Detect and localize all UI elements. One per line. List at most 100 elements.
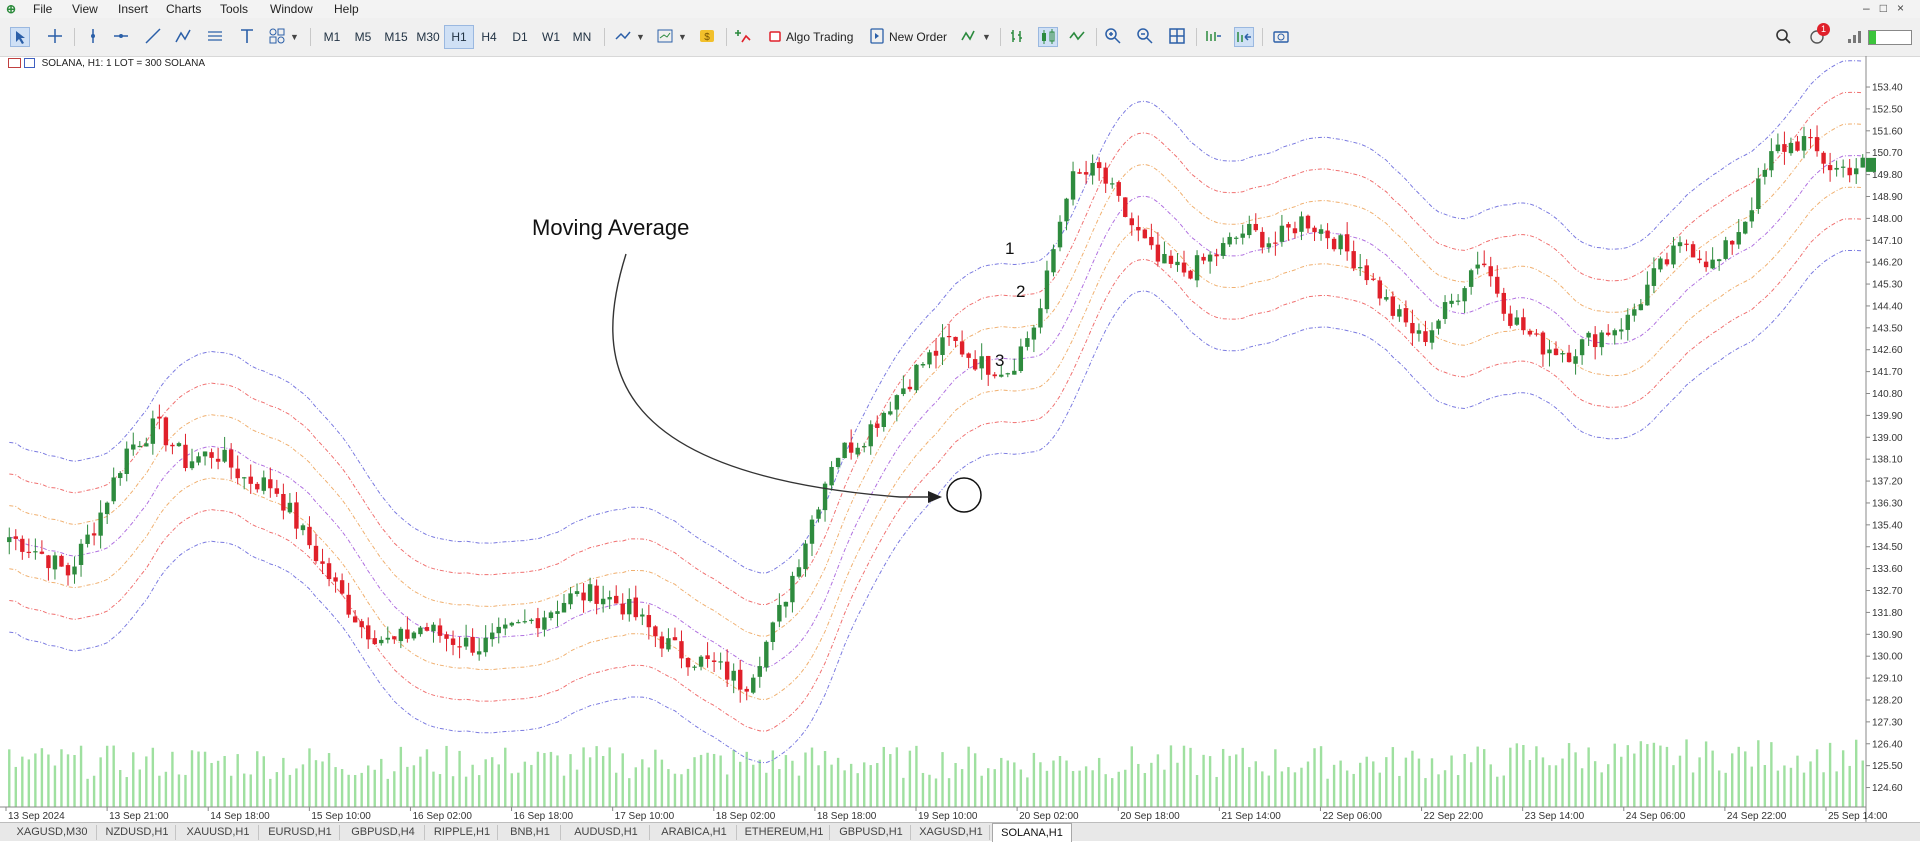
candle-body — [1632, 309, 1637, 316]
price-chart[interactable]: 153.40 152.50 151.60 150.70 149.80 148.90 148.… — [0, 56, 1920, 822]
signals-icon[interactable] — [960, 27, 978, 45]
volume-bar — [301, 764, 305, 807]
shapes-dropdown-icon[interactable]: ▼ — [290, 32, 299, 42]
candle-body — [1814, 137, 1820, 152]
candle-body — [1273, 242, 1278, 244]
candle-body — [1730, 240, 1735, 245]
tab-gbpusd-h1[interactable]: GBPUSD,H1 — [832, 825, 911, 840]
tab-xagusd-m30[interactable]: XAGUSD,M30 — [8, 825, 97, 840]
candlestick-chart-icon[interactable] — [1038, 27, 1058, 47]
trend-line-icon[interactable] — [144, 27, 162, 45]
add-indicator-icon[interactable] — [734, 27, 752, 45]
cursor-icon[interactable] — [10, 27, 30, 47]
crosshair-icon[interactable] — [46, 27, 64, 45]
chart-type-icon[interactable] — [614, 27, 632, 45]
volume-bar — [92, 775, 96, 807]
shapes-icon[interactable] — [268, 27, 286, 45]
horizontal-line-icon[interactable] — [112, 27, 130, 45]
menu-charts[interactable]: Charts — [166, 2, 202, 16]
menu-help[interactable]: Help — [334, 2, 359, 16]
timeframe-h4[interactable]: H4 — [481, 30, 497, 44]
tab-ripple-h1[interactable]: RIPPLE,H1 — [427, 825, 498, 840]
dollar-icon[interactable]: $ — [698, 27, 716, 45]
tab-audusd-h1[interactable]: AUDUSD,H1 — [563, 825, 650, 840]
channel-icon[interactable] — [206, 27, 224, 45]
candle-body — [405, 629, 410, 639]
volume-bar — [1404, 757, 1408, 807]
annotation-number-1: 1 — [1005, 239, 1015, 258]
auto-scroll-icon[interactable] — [1234, 27, 1254, 47]
new-order-button[interactable]: New Order — [889, 30, 948, 44]
candle-body — [352, 616, 358, 623]
tab-arabica-h1[interactable]: ARABICA,H1 — [652, 825, 737, 840]
volume-bar — [1802, 772, 1806, 807]
timeframe-m1[interactable]: M1 — [323, 30, 341, 44]
time-axis: 13 Sep 2024 13 Sep 21:00 14 Sep 18:00 15 Se… — [0, 806, 1888, 822]
timeframe-h1[interactable]: H1 — [444, 25, 474, 49]
zoom-in-icon[interactable] — [1104, 27, 1122, 45]
volume-bar — [823, 751, 827, 807]
chart-type-dropdown-icon[interactable]: ▼ — [636, 32, 645, 42]
candle-body — [992, 374, 997, 377]
menu-view[interactable]: View — [72, 2, 98, 16]
timeframe-m5[interactable]: M5 — [354, 30, 372, 44]
tab-nzdusd-h1[interactable]: NZDUSD,H1 — [99, 825, 176, 840]
bar-chart-icon[interactable] — [1008, 27, 1026, 45]
search-icon[interactable] — [1774, 27, 1792, 45]
candle-body — [640, 614, 645, 617]
tab-xauusd-h1[interactable]: XAUUSD,H1 — [178, 825, 259, 840]
polyline-icon[interactable] — [174, 27, 192, 45]
candle-body — [59, 555, 64, 567]
menu-tools[interactable]: Tools — [220, 2, 249, 16]
minimize-button[interactable]: – — [1863, 1, 1880, 15]
tab-xagusd-h1[interactable]: XAGUSD,H1 — [913, 825, 990, 840]
volume-bar — [1607, 764, 1610, 807]
timeframe-mn[interactable]: MN — [572, 30, 592, 44]
template-dropdown-icon[interactable]: ▼ — [678, 32, 687, 42]
algo-trading-icon[interactable] — [766, 27, 784, 45]
tab-eurusd-h1[interactable]: EURUSD,H1 — [261, 825, 340, 840]
menu-file[interactable]: File — [33, 2, 53, 16]
candle-body — [1547, 349, 1552, 354]
candle-body — [379, 639, 384, 644]
candle-body — [1860, 157, 1865, 168]
restore-button[interactable]: □ — [1879, 1, 1897, 15]
zoom-out-icon[interactable] — [1136, 27, 1154, 45]
timeframe-m30[interactable]: M30 — [416, 30, 440, 44]
candle-body — [189, 461, 195, 469]
candle-body — [1527, 330, 1533, 335]
menu-insert[interactable]: Insert — [118, 2, 149, 16]
template-icon[interactable] — [656, 27, 674, 45]
candle-body — [261, 477, 266, 491]
tab-bnb-h1[interactable]: BNB,H1 — [500, 825, 561, 840]
vertical-line-icon[interactable] — [84, 27, 102, 45]
tab-ethereum-h1[interactable]: ETHEREUM,H1 — [739, 825, 830, 840]
line-chart-icon[interactable] — [1068, 27, 1086, 45]
volume-bar — [203, 751, 207, 807]
screenshot-icon[interactable] — [1272, 27, 1290, 45]
text-tool-icon[interactable] — [238, 27, 256, 45]
close-button[interactable]: × — [1896, 1, 1914, 15]
candle-body — [150, 418, 156, 444]
new-order-icon[interactable] — [868, 27, 886, 45]
tab-solana-h1[interactable]: SOLANA,H1 — [992, 823, 1072, 842]
volume-bar — [373, 769, 376, 807]
algo-trading-button[interactable]: Algo Trading — [786, 30, 854, 44]
tab-gbpusd-h4[interactable]: GBPUSD,H4 — [342, 825, 425, 840]
candle-body — [1312, 227, 1317, 233]
signals-dropdown-icon[interactable]: ▼ — [982, 32, 991, 42]
tile-windows-icon[interactable] — [1168, 27, 1186, 45]
price-tick-label: 145.30 — [1872, 280, 1903, 291]
volume-bar — [1385, 757, 1388, 807]
chart-shift-icon[interactable] — [1204, 27, 1222, 45]
menu-window[interactable]: Window — [270, 2, 313, 16]
timeframe-d1[interactable]: D1 — [512, 30, 528, 44]
price-tick-label: 127.30 — [1872, 717, 1903, 728]
timeframe-m15[interactable]: M15 — [384, 30, 408, 44]
candle-body — [1096, 162, 1102, 169]
candle-body — [1586, 332, 1591, 338]
price-tick-label: 134.50 — [1872, 542, 1903, 553]
volume-bar — [1783, 765, 1786, 807]
candle-body — [1162, 253, 1167, 264]
timeframe-w1[interactable]: W1 — [542, 30, 560, 44]
